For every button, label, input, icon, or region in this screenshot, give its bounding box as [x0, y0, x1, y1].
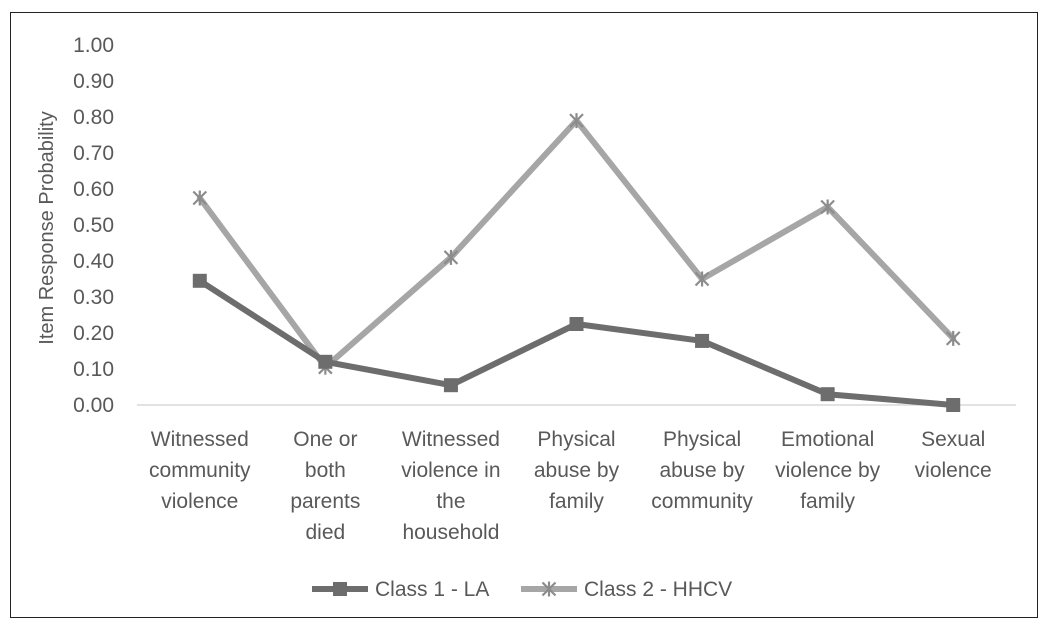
- x-category-label-line: household: [402, 521, 499, 544]
- x-category-label-line: abuse by: [534, 459, 620, 482]
- data-point-marker: [192, 190, 208, 206]
- x-category-label-line: both: [305, 459, 346, 482]
- series-line: [196, 277, 957, 408]
- x-category-label-line: violence: [161, 490, 238, 513]
- series-lines: [196, 117, 957, 408]
- y-tick-label: 0.30: [73, 286, 114, 309]
- x-category-label-line: died: [306, 521, 346, 544]
- x-category-label-line: One or: [293, 428, 357, 451]
- y-tick-label: 0.10: [73, 358, 114, 381]
- y-tick-label: 0.60: [73, 178, 114, 201]
- x-category-label-line: Physical: [537, 428, 615, 451]
- series-markers: [192, 113, 961, 412]
- legend: Class 1 - LA Class 2 - HHCV: [312, 578, 732, 601]
- x-category-label-line: violence in: [401, 459, 500, 482]
- x-category-label-line: Physical: [663, 428, 741, 451]
- x-category-label-line: community: [149, 459, 251, 482]
- y-tick-label: 0.00: [73, 394, 114, 417]
- x-category-label: Physical abuse by family: [534, 428, 620, 513]
- x-category-label: Physical abuse by community: [651, 428, 753, 513]
- legend-label: Class 2 - HHCV: [584, 578, 732, 601]
- data-point-marker: [443, 378, 458, 393]
- x-category-label: One or both parents died: [290, 428, 360, 544]
- y-tick-label: 1.00: [73, 34, 114, 57]
- data-point-marker: [541, 581, 557, 597]
- data-point-marker: [945, 330, 961, 346]
- x-category-label-line: parents: [290, 490, 360, 513]
- y-tick-labels: 0.00 0.10 0.20 0.30 0.40 0.50 0.60 0.70 0.80 0.90…: [73, 34, 114, 417]
- legend-item: Class 2 - HHCV: [521, 578, 732, 601]
- data-point-marker: [820, 199, 835, 215]
- x-category-label-line: the: [436, 490, 465, 513]
- x-category-label-line: Sexual: [921, 428, 985, 451]
- y-tick-label: 0.70: [73, 142, 114, 165]
- data-point-marker: [694, 271, 710, 287]
- chart-frame: [10, 12, 1038, 618]
- y-axis-title-group: Item Response Probability: [36, 111, 58, 344]
- x-category-label: Witnessed violence in the household: [401, 428, 500, 544]
- data-point-marker: [192, 273, 207, 288]
- x-category-label-line: family: [549, 490, 604, 513]
- legend-item: Class 1 - LA: [312, 578, 489, 601]
- x-category-label-line: community: [651, 490, 753, 513]
- y-tick-label: 0.50: [73, 214, 114, 237]
- data-point-marker: [443, 249, 459, 265]
- x-category-label-line: Witnessed: [151, 428, 249, 451]
- y-tick-label: 0.80: [73, 106, 114, 129]
- x-category-label-line: Emotional: [781, 428, 874, 451]
- x-category-label-line: violence by: [775, 459, 881, 482]
- legend-label: Class 1 - LA: [375, 578, 489, 601]
- y-tick-label: 0.90: [73, 70, 114, 93]
- data-point-marker: [820, 387, 835, 402]
- data-point-marker: [333, 582, 347, 596]
- x-category-label: Emotional violence by family: [775, 428, 881, 513]
- x-category-label: Sexual violence: [915, 428, 992, 482]
- data-point-marker: [695, 333, 710, 348]
- data-point-marker: [569, 317, 584, 331]
- x-category-label: Witnessed community violence: [149, 428, 251, 513]
- data-point-marker: [569, 113, 584, 129]
- y-tick-label: 0.20: [73, 322, 114, 345]
- y-tick-label: 0.40: [73, 250, 114, 273]
- y-axis-title: Item Response Probability: [36, 111, 58, 344]
- x-category-label-line: family: [800, 490, 855, 513]
- x-category-label-line: abuse by: [659, 459, 745, 482]
- data-point-marker: [318, 354, 333, 369]
- category-labels: Witnessed community violence One or both pare…: [149, 428, 992, 544]
- x-category-label-line: violence: [915, 459, 992, 482]
- x-category-label-line: Witnessed: [402, 428, 500, 451]
- data-point-marker: [946, 398, 961, 412]
